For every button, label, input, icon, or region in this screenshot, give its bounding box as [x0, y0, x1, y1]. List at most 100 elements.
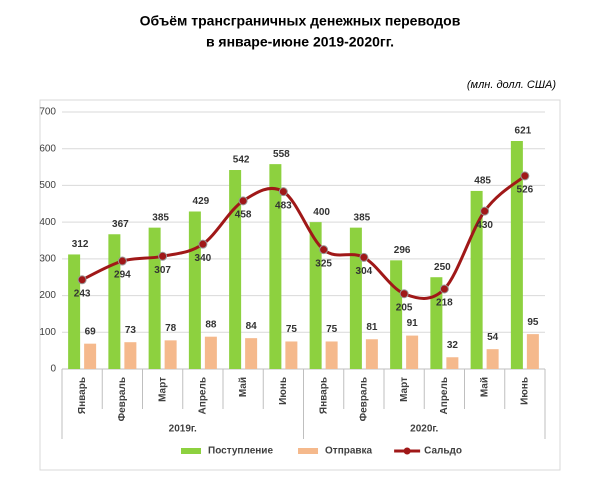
data-label: 250	[434, 262, 451, 273]
y-tick-label: 300	[39, 253, 56, 264]
bar	[446, 357, 459, 369]
legend-swatch	[181, 448, 201, 454]
bar	[430, 277, 443, 369]
legend-swatch	[403, 447, 411, 455]
bar	[148, 227, 161, 369]
data-label: 218	[436, 298, 453, 309]
line	[81, 174, 526, 300]
chart-frame	[39, 99, 561, 471]
data-label: 84	[246, 321, 258, 332]
line-marker	[117, 256, 127, 266]
line-marker	[158, 251, 168, 261]
data-label: 458	[235, 209, 252, 220]
data-label: 430	[476, 220, 493, 231]
x-tick-label: Март	[157, 377, 168, 402]
y-tick-label: 700	[39, 107, 56, 118]
data-label: 526	[517, 185, 534, 196]
line-marker	[77, 275, 87, 285]
group-label: 2020г.	[410, 424, 438, 435]
bar	[349, 227, 362, 369]
chart-subtitle: в январе-июне 2019-2020гг.	[206, 34, 394, 50]
data-label: 307	[154, 265, 171, 276]
bar	[124, 342, 137, 369]
data-label: 385	[152, 212, 169, 223]
bar	[486, 349, 499, 369]
data-label: 88	[205, 319, 217, 330]
bar	[204, 336, 217, 369]
line-marker	[359, 252, 369, 262]
bar	[188, 211, 201, 369]
bar	[84, 343, 97, 369]
line-marker	[399, 289, 409, 299]
line-marker	[238, 196, 248, 206]
data-label: 32	[447, 340, 459, 351]
x-tick-label: Апрель	[439, 377, 450, 414]
line-marker	[520, 171, 530, 181]
chart-title: Объём трансграничных денежных переводов	[140, 13, 461, 29]
line-marker	[439, 284, 449, 294]
data-label: 558	[273, 149, 290, 160]
bar	[526, 334, 539, 369]
data-label: 312	[72, 239, 89, 250]
data-label: 483	[275, 200, 292, 211]
data-label: 542	[233, 155, 250, 166]
x-tick-label: Май	[238, 377, 249, 397]
data-label: 621	[515, 126, 532, 137]
units-note: (млн. долл. США)	[467, 79, 556, 91]
x-tick-label: Июнь	[520, 377, 531, 405]
bar	[309, 222, 322, 369]
data-label: 325	[315, 258, 332, 269]
data-label: 340	[195, 253, 212, 264]
y-tick-label: 0	[50, 364, 56, 375]
y-tick-label: 500	[39, 180, 56, 191]
data-label: 304	[356, 266, 373, 277]
data-label: 91	[407, 318, 419, 329]
x-tick-label: Март	[399, 377, 410, 402]
bar	[365, 339, 378, 369]
bar	[325, 341, 338, 369]
bar	[164, 340, 177, 369]
legend-label: Отправка	[325, 446, 373, 457]
data-label: 367	[112, 219, 129, 230]
data-label: 54	[487, 332, 499, 343]
bar	[108, 234, 121, 369]
legend-swatch	[298, 448, 319, 454]
bar	[406, 335, 419, 369]
x-tick-label: Апрель	[198, 377, 209, 414]
bar	[229, 170, 242, 369]
x-tick-label: Июнь	[278, 377, 289, 405]
bar	[285, 341, 298, 369]
data-label: 294	[114, 270, 131, 281]
data-label: 81	[366, 322, 378, 333]
y-tick-label: 200	[39, 290, 56, 301]
data-label: 205	[396, 302, 413, 313]
y-tick-label: 400	[39, 217, 56, 228]
x-tick-label: Май	[479, 377, 490, 397]
x-tick-label: Февраль	[117, 377, 128, 421]
y-tick-label: 100	[39, 327, 56, 338]
data-label: 95	[527, 317, 539, 328]
data-label: 485	[474, 176, 491, 187]
data-label: 73	[125, 325, 137, 336]
legend-label: Поступление	[208, 446, 273, 457]
line-marker	[319, 245, 329, 255]
bar	[269, 164, 282, 369]
y-tick-label: 600	[39, 143, 56, 154]
data-label: 296	[394, 245, 411, 256]
legend-label: Сальдо	[424, 446, 462, 457]
line-marker	[480, 206, 490, 216]
bar	[510, 141, 523, 369]
data-label: 429	[193, 196, 210, 207]
line-marker	[198, 239, 208, 249]
x-tick-label: Февраль	[359, 377, 370, 421]
data-label: 385	[354, 212, 371, 223]
bar	[390, 260, 403, 369]
bar	[470, 190, 483, 369]
bar	[245, 338, 258, 369]
data-label: 75	[326, 324, 338, 335]
x-tick-label: Январь	[318, 377, 329, 414]
data-label: 243	[74, 288, 91, 299]
data-label: 78	[165, 323, 177, 334]
data-label: 69	[85, 326, 97, 337]
